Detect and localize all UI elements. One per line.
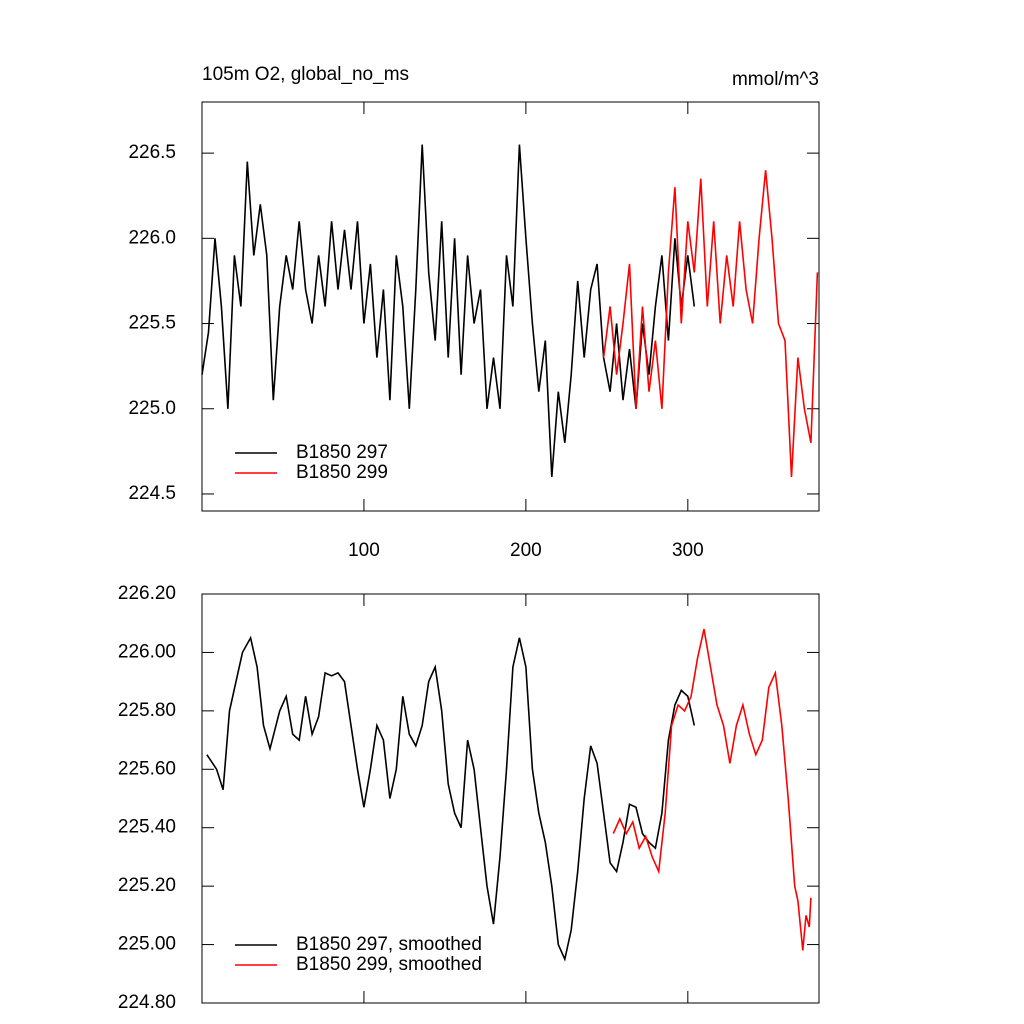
x-tick-label: 200 [510,540,542,561]
y-tick-label: 224.5 [128,483,176,504]
y-tick-label: 226.0 [128,227,176,248]
legend-label: B1850 297 [296,442,388,463]
y-tick-label: 226.20 [118,583,176,604]
plot-frame [201,101,820,512]
series-line [206,635,696,962]
x-tick-label: 300 [672,540,704,561]
y-tick-label: 225.00 [118,934,176,955]
y-tick-label: 226.00 [118,641,176,662]
x-tick-label: 100 [348,540,380,561]
plot-frame [201,593,820,1004]
y-tick-label: 225.60 [118,758,176,779]
series-line [602,170,819,477]
y-tick-label: 225.80 [118,700,176,721]
legend-label: B1850 297, smoothed [296,934,482,955]
chart-title: 105m O2, global_no_ms [202,64,409,85]
y-tick-label: 225.20 [118,875,176,896]
legend-label: B1850 299, smoothed [296,954,482,975]
y-tick-label: 225.40 [118,817,176,838]
y-tick-label: 226.5 [128,142,176,163]
series-line [201,144,696,477]
unit-label: mmol/m^3 [732,69,819,90]
y-tick-label: 225.0 [128,398,176,419]
y-tick-label: 224.80 [118,992,176,1013]
series-line [612,628,812,951]
y-tick-label: 225.5 [128,313,176,334]
legend-label: B1850 299 [296,462,388,483]
